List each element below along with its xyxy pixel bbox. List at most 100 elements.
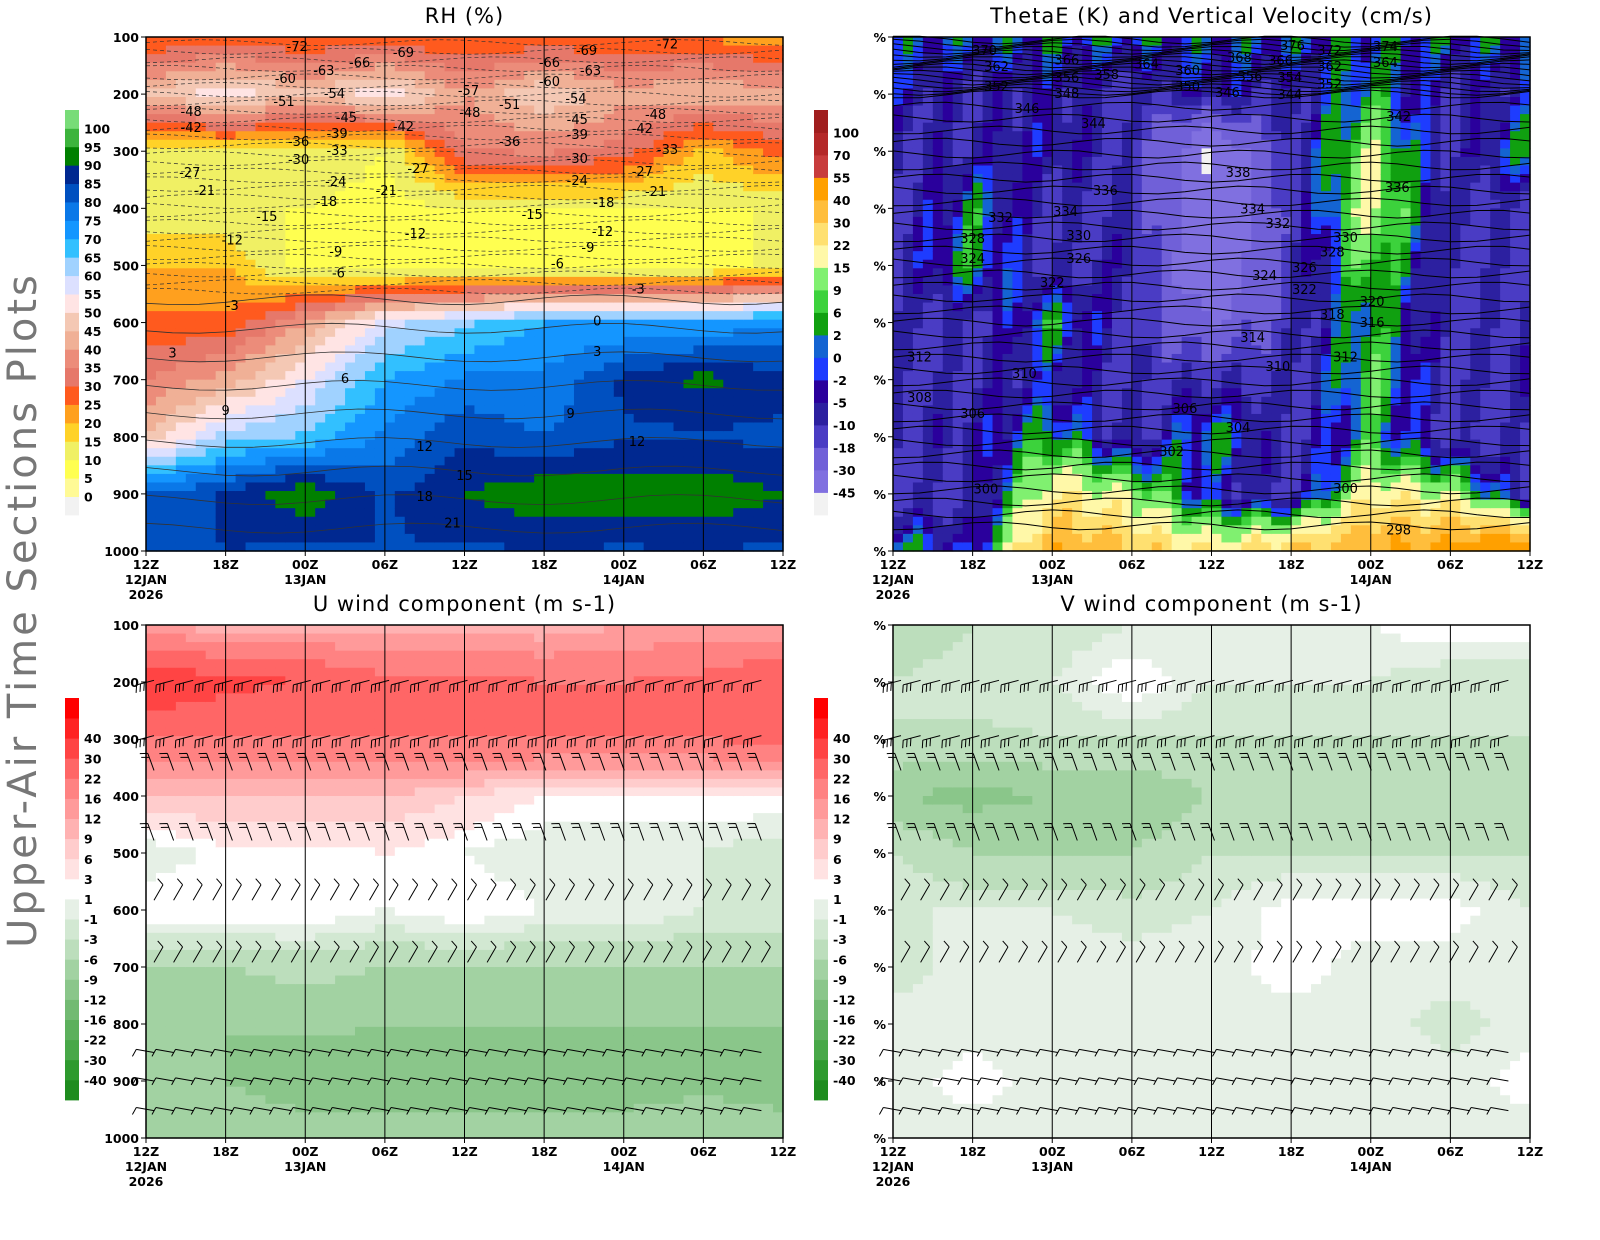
field-cell [325,217,336,226]
field-cell [206,474,217,483]
field-cell [494,397,505,406]
field-cell [455,268,466,277]
field-cell [494,243,505,252]
field-cell [554,345,565,354]
field-cell [375,388,386,397]
field-cell [534,123,545,132]
field-cell [176,482,187,491]
field-cell [255,491,266,500]
field-cell [544,431,555,440]
field-cell [176,500,187,509]
field-cell [524,243,535,252]
field-cell [355,234,366,243]
field-cell [484,491,495,500]
field-cell [514,534,525,543]
field-cell [514,457,525,466]
field-cell [206,131,217,140]
field-cell [524,491,535,500]
field-cell [534,337,545,346]
field-cell [395,88,406,97]
field-cell [445,354,456,363]
field-cell [315,148,326,157]
field-cell [455,397,466,406]
field-cell [465,542,476,551]
field-cell [425,534,436,543]
field-cell [345,388,356,397]
field-cell [395,251,406,260]
field-cell [285,320,296,329]
field-cell [514,80,525,89]
field-cell [435,97,446,106]
field-cell [206,405,217,414]
field-cell [425,208,436,217]
field-cell [524,508,535,517]
field-cell [514,508,525,517]
field-cell [216,423,227,432]
field-cell [335,388,346,397]
field-cell [385,303,396,312]
field-cell [216,191,227,200]
field-cell [216,63,227,72]
field-cell [395,448,406,457]
field-cell [255,114,266,123]
field-cell [484,106,495,115]
field-cell [186,380,197,389]
field-cell [156,345,167,354]
field-cell [236,482,247,491]
field-cell [325,474,336,483]
field-cell [524,123,535,132]
field-cell [255,37,266,46]
field-cell [504,328,515,337]
field-cell [275,363,286,372]
field-cell [305,225,316,234]
field-cell [554,380,565,389]
field-cell [395,517,406,526]
field-cell [484,371,495,380]
field-cell [285,508,296,517]
field-cell [385,268,396,277]
field-cell [236,63,247,72]
field-cell [325,46,336,55]
field-cell [156,114,167,123]
field-cell [156,397,167,406]
field-cell [206,208,217,217]
field-cell [435,208,446,217]
field-cell [365,405,376,414]
field-cell [255,448,266,457]
field-cell [465,414,476,423]
field-cell [345,294,356,303]
field-cell [375,457,386,466]
field-cell [305,482,316,491]
field-cell [146,500,157,509]
field-cell [494,303,505,312]
field-cell [265,174,276,183]
field-cell [315,37,326,46]
field-cell [514,354,525,363]
field-cell [156,80,167,89]
field-cell [206,397,217,406]
field-cell [415,303,426,312]
field-cell [385,491,396,500]
field-cell [206,440,217,449]
field-cell [315,114,326,123]
field-cell [544,371,555,380]
field-cell [484,88,495,97]
field-cell [166,542,177,551]
field-cell [395,174,406,183]
field-cell [255,517,266,526]
field-cell [295,457,306,466]
field-cell [554,157,565,166]
field-cell [176,88,187,97]
field-cell [345,517,356,526]
field-cell [325,508,336,517]
field-cell [226,268,237,277]
field-cell [435,345,446,354]
field-cell [425,414,436,423]
field-cell [554,148,565,157]
field-cell [295,277,306,286]
field-cell [226,465,237,474]
field-cell [186,303,197,312]
field-cell [166,63,177,72]
field-cell [156,457,167,466]
field-cell [524,63,535,72]
